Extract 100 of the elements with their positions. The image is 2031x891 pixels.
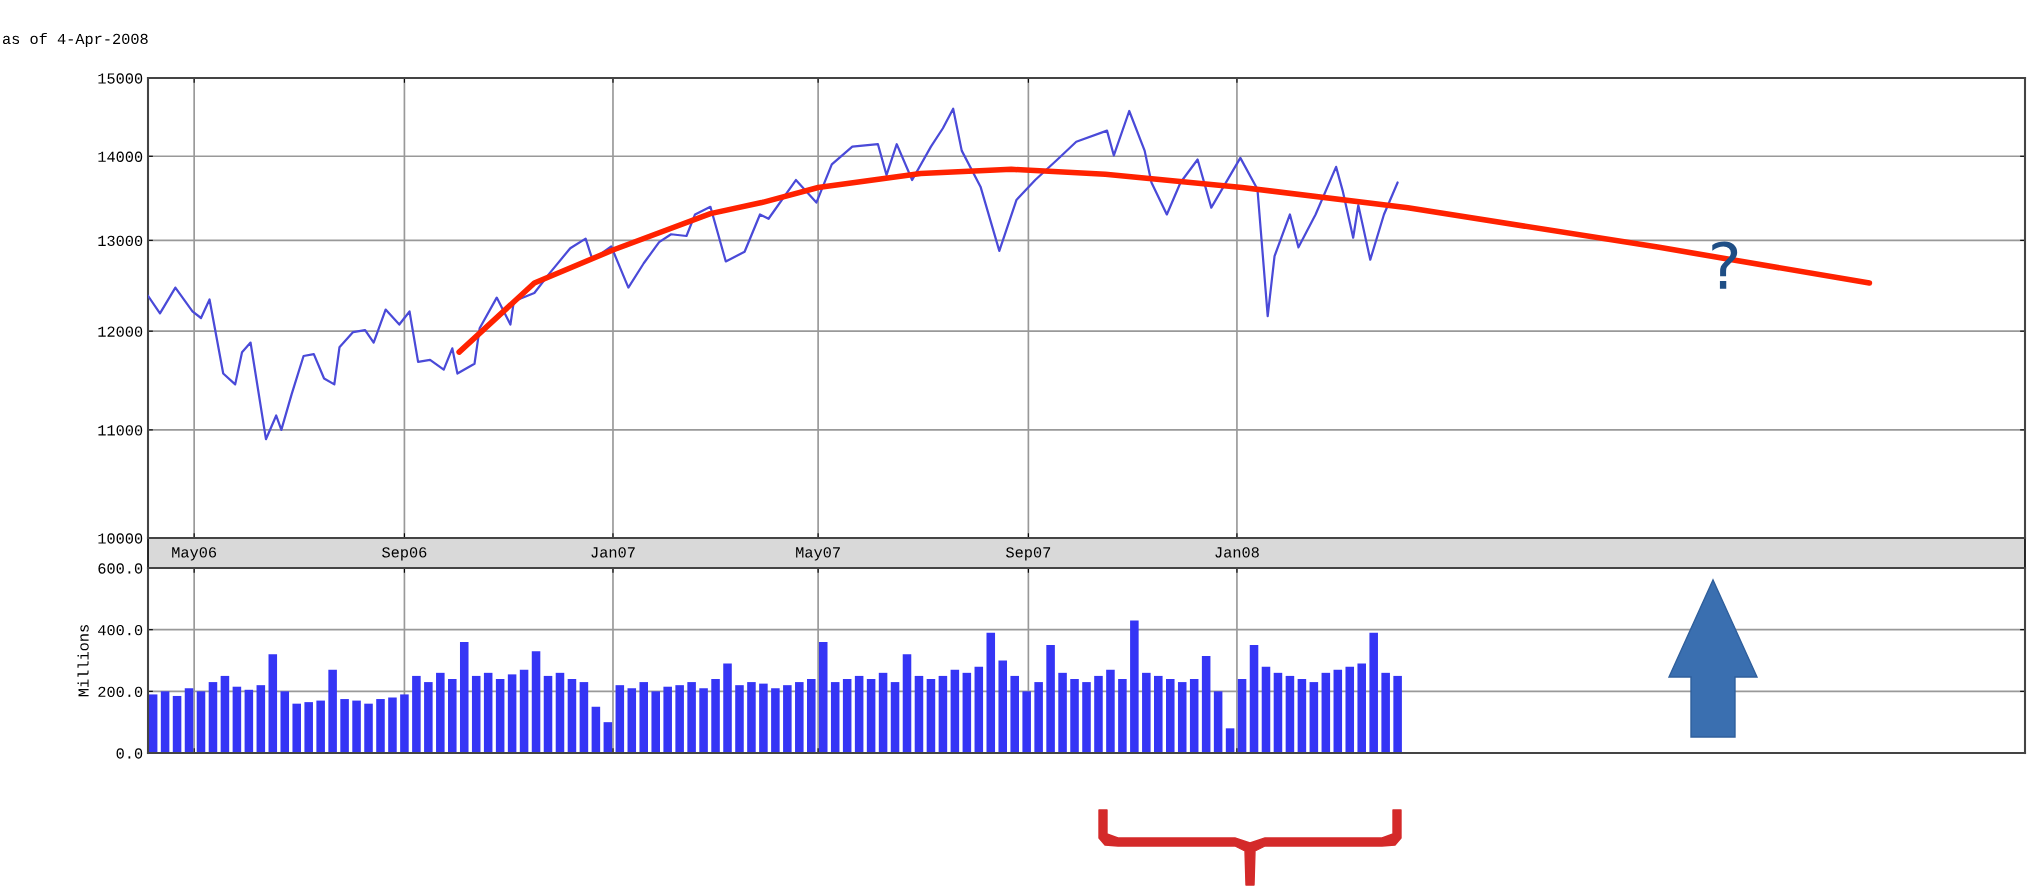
bar: [615, 685, 625, 753]
bar: [148, 694, 158, 753]
bar: [938, 675, 948, 753]
bar: [986, 632, 996, 753]
bar: [256, 685, 266, 753]
bar: [807, 679, 816, 753]
bar: [675, 685, 684, 753]
bar: [962, 672, 972, 753]
bar: [1381, 672, 1390, 753]
y-tick-label: 400.0: [98, 624, 143, 636]
bar: [1309, 682, 1319, 753]
bar: [603, 722, 613, 753]
bar: [711, 679, 720, 753]
bar: [651, 691, 660, 753]
bar: [1333, 669, 1343, 753]
bar: [1010, 675, 1019, 753]
bar: [352, 700, 361, 753]
x-tick-label: Jan08: [1215, 547, 1259, 558]
bar: [1357, 663, 1366, 753]
bar: [412, 675, 421, 753]
bar: [1082, 682, 1091, 753]
bar: [388, 697, 397, 753]
bar: [1034, 682, 1043, 753]
bar: [1225, 728, 1235, 753]
bar: [555, 672, 565, 753]
y-tick-label: 15000: [98, 73, 143, 84]
bar: [699, 688, 708, 753]
y-tick-label: 10000: [98, 533, 143, 544]
bar: [424, 682, 433, 753]
bar: [1165, 679, 1175, 753]
bar: [1177, 682, 1187, 753]
bar: [735, 685, 744, 753]
bar: [1154, 675, 1163, 753]
bar: [495, 679, 505, 753]
bar: [1237, 679, 1247, 753]
y-tick-label: 11000: [98, 425, 143, 436]
bar: [1369, 632, 1378, 753]
x-tick-label: Sep06: [382, 547, 427, 561]
bar: [316, 700, 325, 753]
line-series: [148, 107, 1399, 441]
bar: [914, 675, 924, 753]
bar: [459, 642, 469, 753]
y-tick-label: 0.0: [116, 748, 143, 759]
bar: [998, 660, 1008, 753]
bar: [783, 685, 792, 753]
y-tick-label: 14000: [98, 151, 143, 162]
bar: [854, 675, 864, 753]
bar: [1094, 675, 1103, 753]
y-tick-label: 12000: [98, 326, 143, 337]
bar: [220, 675, 230, 753]
x-tick-label: Jan07: [591, 547, 635, 558]
bar: [627, 688, 637, 753]
bar: [1142, 672, 1151, 753]
bar: [1118, 679, 1127, 753]
bar: [759, 683, 768, 753]
y-tick-label: 200.0: [98, 686, 143, 698]
bar: [1297, 679, 1307, 753]
bar: [1201, 655, 1211, 753]
bar: [531, 651, 541, 753]
bar: [1393, 675, 1402, 753]
bar: [866, 679, 876, 753]
bar: [818, 642, 828, 753]
bar: [543, 675, 553, 753]
chart-subtitle: as of 4-Apr-2008: [2, 32, 148, 48]
bar: [268, 654, 278, 753]
bar: [579, 682, 589, 753]
x-tick-label: Sep07: [1006, 547, 1051, 561]
bar: [1022, 691, 1031, 753]
bar: [878, 672, 888, 753]
bar: [507, 674, 517, 753]
bar: [196, 691, 206, 753]
bar: [591, 706, 601, 753]
x-tick-label: May06: [172, 547, 217, 561]
bar: [1249, 645, 1259, 753]
bar: [723, 663, 732, 753]
bar: [328, 669, 337, 753]
bar: [1273, 672, 1283, 753]
bar: [208, 682, 218, 753]
bar: [795, 682, 804, 753]
bar: [232, 686, 242, 753]
bar: [436, 672, 445, 753]
bar: [1058, 672, 1067, 753]
bar: [376, 699, 385, 753]
bar: [1046, 645, 1055, 753]
bar: [1321, 672, 1331, 753]
bar: [364, 703, 373, 753]
bar: [184, 688, 194, 753]
bar: [340, 699, 349, 753]
y-tick-label: 13000: [98, 235, 143, 247]
bar: [448, 679, 457, 753]
bar: [926, 679, 936, 753]
bar: [974, 666, 984, 753]
bar: [1130, 620, 1139, 753]
bar: [950, 669, 960, 753]
bar: [304, 702, 313, 753]
bar: [842, 679, 852, 753]
bar: [244, 689, 254, 753]
bar: [747, 682, 756, 753]
y-tick-label: 600.0: [98, 563, 143, 574]
bar: [1213, 691, 1223, 753]
